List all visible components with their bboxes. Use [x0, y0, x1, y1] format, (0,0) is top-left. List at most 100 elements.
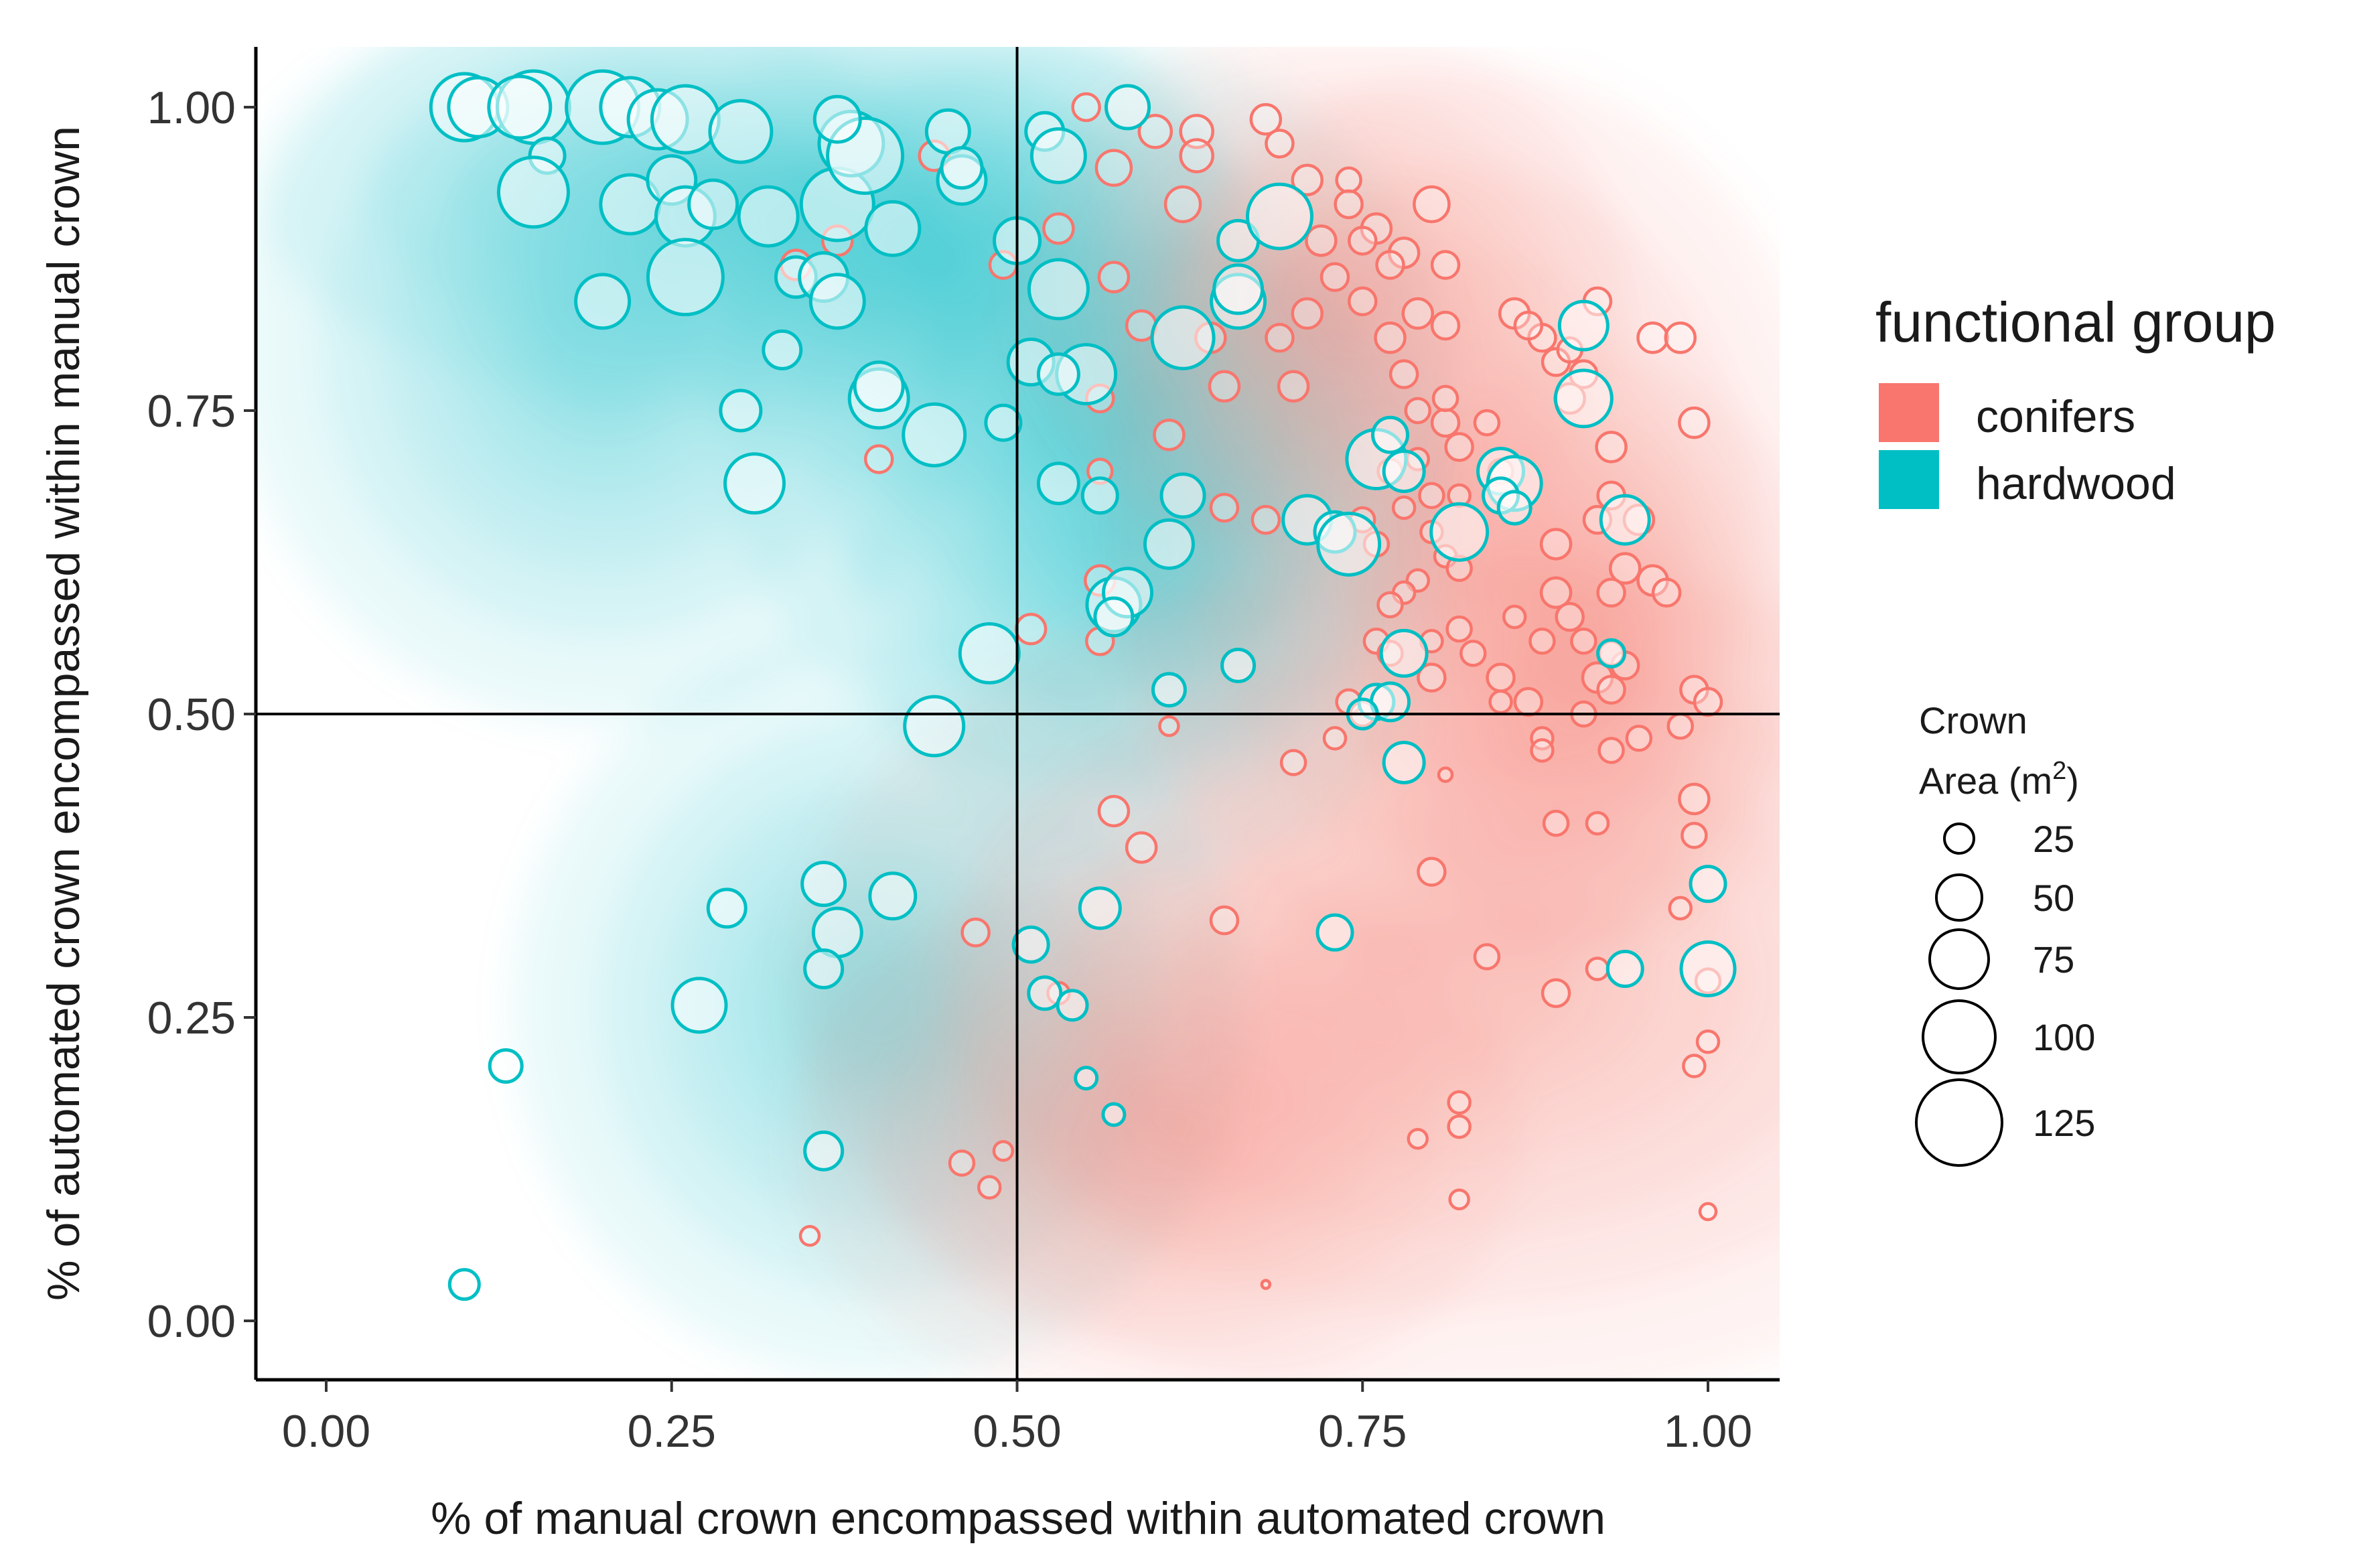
y-tick-label: 0.50	[147, 689, 236, 740]
point-hardwood	[737, 185, 800, 248]
point-conifers	[1265, 323, 1295, 353]
x-tick-label: 0.50	[973, 1406, 1061, 1457]
point-hardwood	[1557, 299, 1610, 352]
point-hardwood	[812, 94, 862, 144]
point-conifers	[1444, 432, 1474, 462]
point-conifers	[1695, 1029, 1721, 1054]
point-hardwood	[868, 871, 918, 921]
point-conifers	[1502, 604, 1527, 630]
point-conifers	[1595, 431, 1628, 464]
point-conifers	[1376, 591, 1404, 619]
point-conifers	[1488, 689, 1513, 715]
point-conifers	[1596, 577, 1626, 608]
point-conifers	[1698, 1202, 1718, 1222]
point-hardwood	[1382, 740, 1426, 784]
point-conifers	[1291, 163, 1324, 196]
point-hardwood	[1056, 989, 1089, 1022]
point-conifers	[1678, 782, 1711, 816]
point-conifers	[1391, 495, 1417, 520]
point-hardwood	[1078, 886, 1122, 930]
point-hardwood	[574, 273, 632, 330]
legend-label-hardwood: hardwood	[1976, 458, 2176, 509]
point-hardwood	[1093, 596, 1135, 638]
point-hardwood	[853, 360, 905, 413]
point-conifers	[1305, 224, 1338, 257]
point-conifers	[1447, 1114, 1472, 1139]
size-legend-label: 50	[2033, 877, 2074, 919]
point-conifers	[1608, 552, 1642, 585]
point-conifers	[1541, 978, 1571, 1009]
point-hardwood	[1027, 975, 1063, 1011]
point-hardwood	[1245, 182, 1313, 251]
point-conifers	[1445, 615, 1473, 643]
point-conifers	[1158, 715, 1180, 737]
point-conifers	[992, 1140, 1015, 1162]
x-tick-label: 1.00	[1664, 1406, 1752, 1457]
point-hardwood	[984, 403, 1023, 442]
point-conifers	[1153, 418, 1186, 451]
point-hardwood	[864, 200, 922, 257]
point-conifers	[977, 1175, 1002, 1200]
point-conifers	[1448, 1188, 1470, 1211]
point-conifers	[948, 1149, 976, 1177]
point-conifers	[1528, 628, 1556, 655]
legend-label-conifers: conifers	[1976, 391, 2135, 442]
point-hardwood	[1679, 940, 1737, 998]
point-conifers	[1335, 166, 1362, 194]
point-hardwood	[670, 977, 728, 1034]
size-legend-title-sup: 2	[2052, 757, 2066, 785]
point-conifers	[1430, 310, 1461, 341]
point-hardwood	[1599, 494, 1651, 546]
size-legend-title-line2: Area (m2)	[1919, 757, 2079, 802]
x-tick-label: 0.75	[1318, 1406, 1407, 1457]
y-tick-label: 1.00	[147, 82, 236, 133]
point-conifers	[1668, 896, 1693, 921]
point-hardwood	[1606, 950, 1644, 989]
point-conifers	[1251, 504, 1281, 535]
point-conifers	[1137, 113, 1173, 149]
axis-ticks: 0.00 0.25 0.50 0.75 1.00 0.00 0.25 0.50 0.75 1.00	[147, 82, 1753, 1457]
point-hardwood	[1371, 415, 1410, 454]
point-hardwood	[1220, 648, 1257, 684]
point-conifers	[1279, 749, 1307, 776]
point-conifers	[1388, 359, 1419, 389]
point-conifers	[960, 917, 991, 948]
legend-swatch-conifers	[1879, 383, 1939, 442]
point-conifers	[1401, 297, 1435, 330]
point-hardwood	[723, 452, 786, 515]
y-axis-title: % of automated crown encompassed within …	[38, 126, 89, 1301]
point-hardwood	[1074, 1066, 1099, 1091]
point-conifers	[1430, 407, 1461, 438]
point-hardwood	[1143, 518, 1195, 570]
point-conifers	[863, 444, 894, 474]
density-level	[536, 281, 669, 418]
point-hardwood	[1553, 368, 1614, 429]
point-hardwood	[1596, 638, 1627, 668]
point-conifers	[1430, 250, 1461, 280]
point-conifers	[1374, 322, 1407, 354]
point-hardwood	[803, 948, 845, 990]
point-conifers	[1530, 738, 1555, 763]
point-conifers	[1348, 286, 1378, 317]
point-hardwood	[487, 74, 553, 140]
point-conifers	[1693, 687, 1723, 717]
x-axis-title: % of manual crown encompassed within aut…	[431, 1493, 1606, 1544]
point-hardwood	[762, 329, 803, 370]
size-legend: Crown Area (m2) 25 50 75 100 125	[1915, 699, 2095, 1167]
series-hardwood	[429, 69, 1737, 1301]
point-conifers	[1125, 831, 1158, 864]
point-hardwood	[1101, 1102, 1127, 1127]
point-conifers	[1666, 712, 1694, 740]
point-conifers	[1539, 528, 1573, 561]
size-legend-title-main: Area (m	[1919, 760, 2052, 802]
y-tick-label: 0.25	[147, 993, 236, 1044]
point-conifers	[1570, 628, 1597, 655]
point-conifers	[1042, 212, 1075, 245]
point-hardwood	[1689, 865, 1727, 904]
point-hardwood	[803, 1130, 845, 1171]
point-hardwood	[1379, 628, 1429, 678]
point-conifers	[1437, 766, 1454, 783]
point-conifers	[1249, 102, 1283, 136]
point-hardwood	[650, 84, 721, 155]
